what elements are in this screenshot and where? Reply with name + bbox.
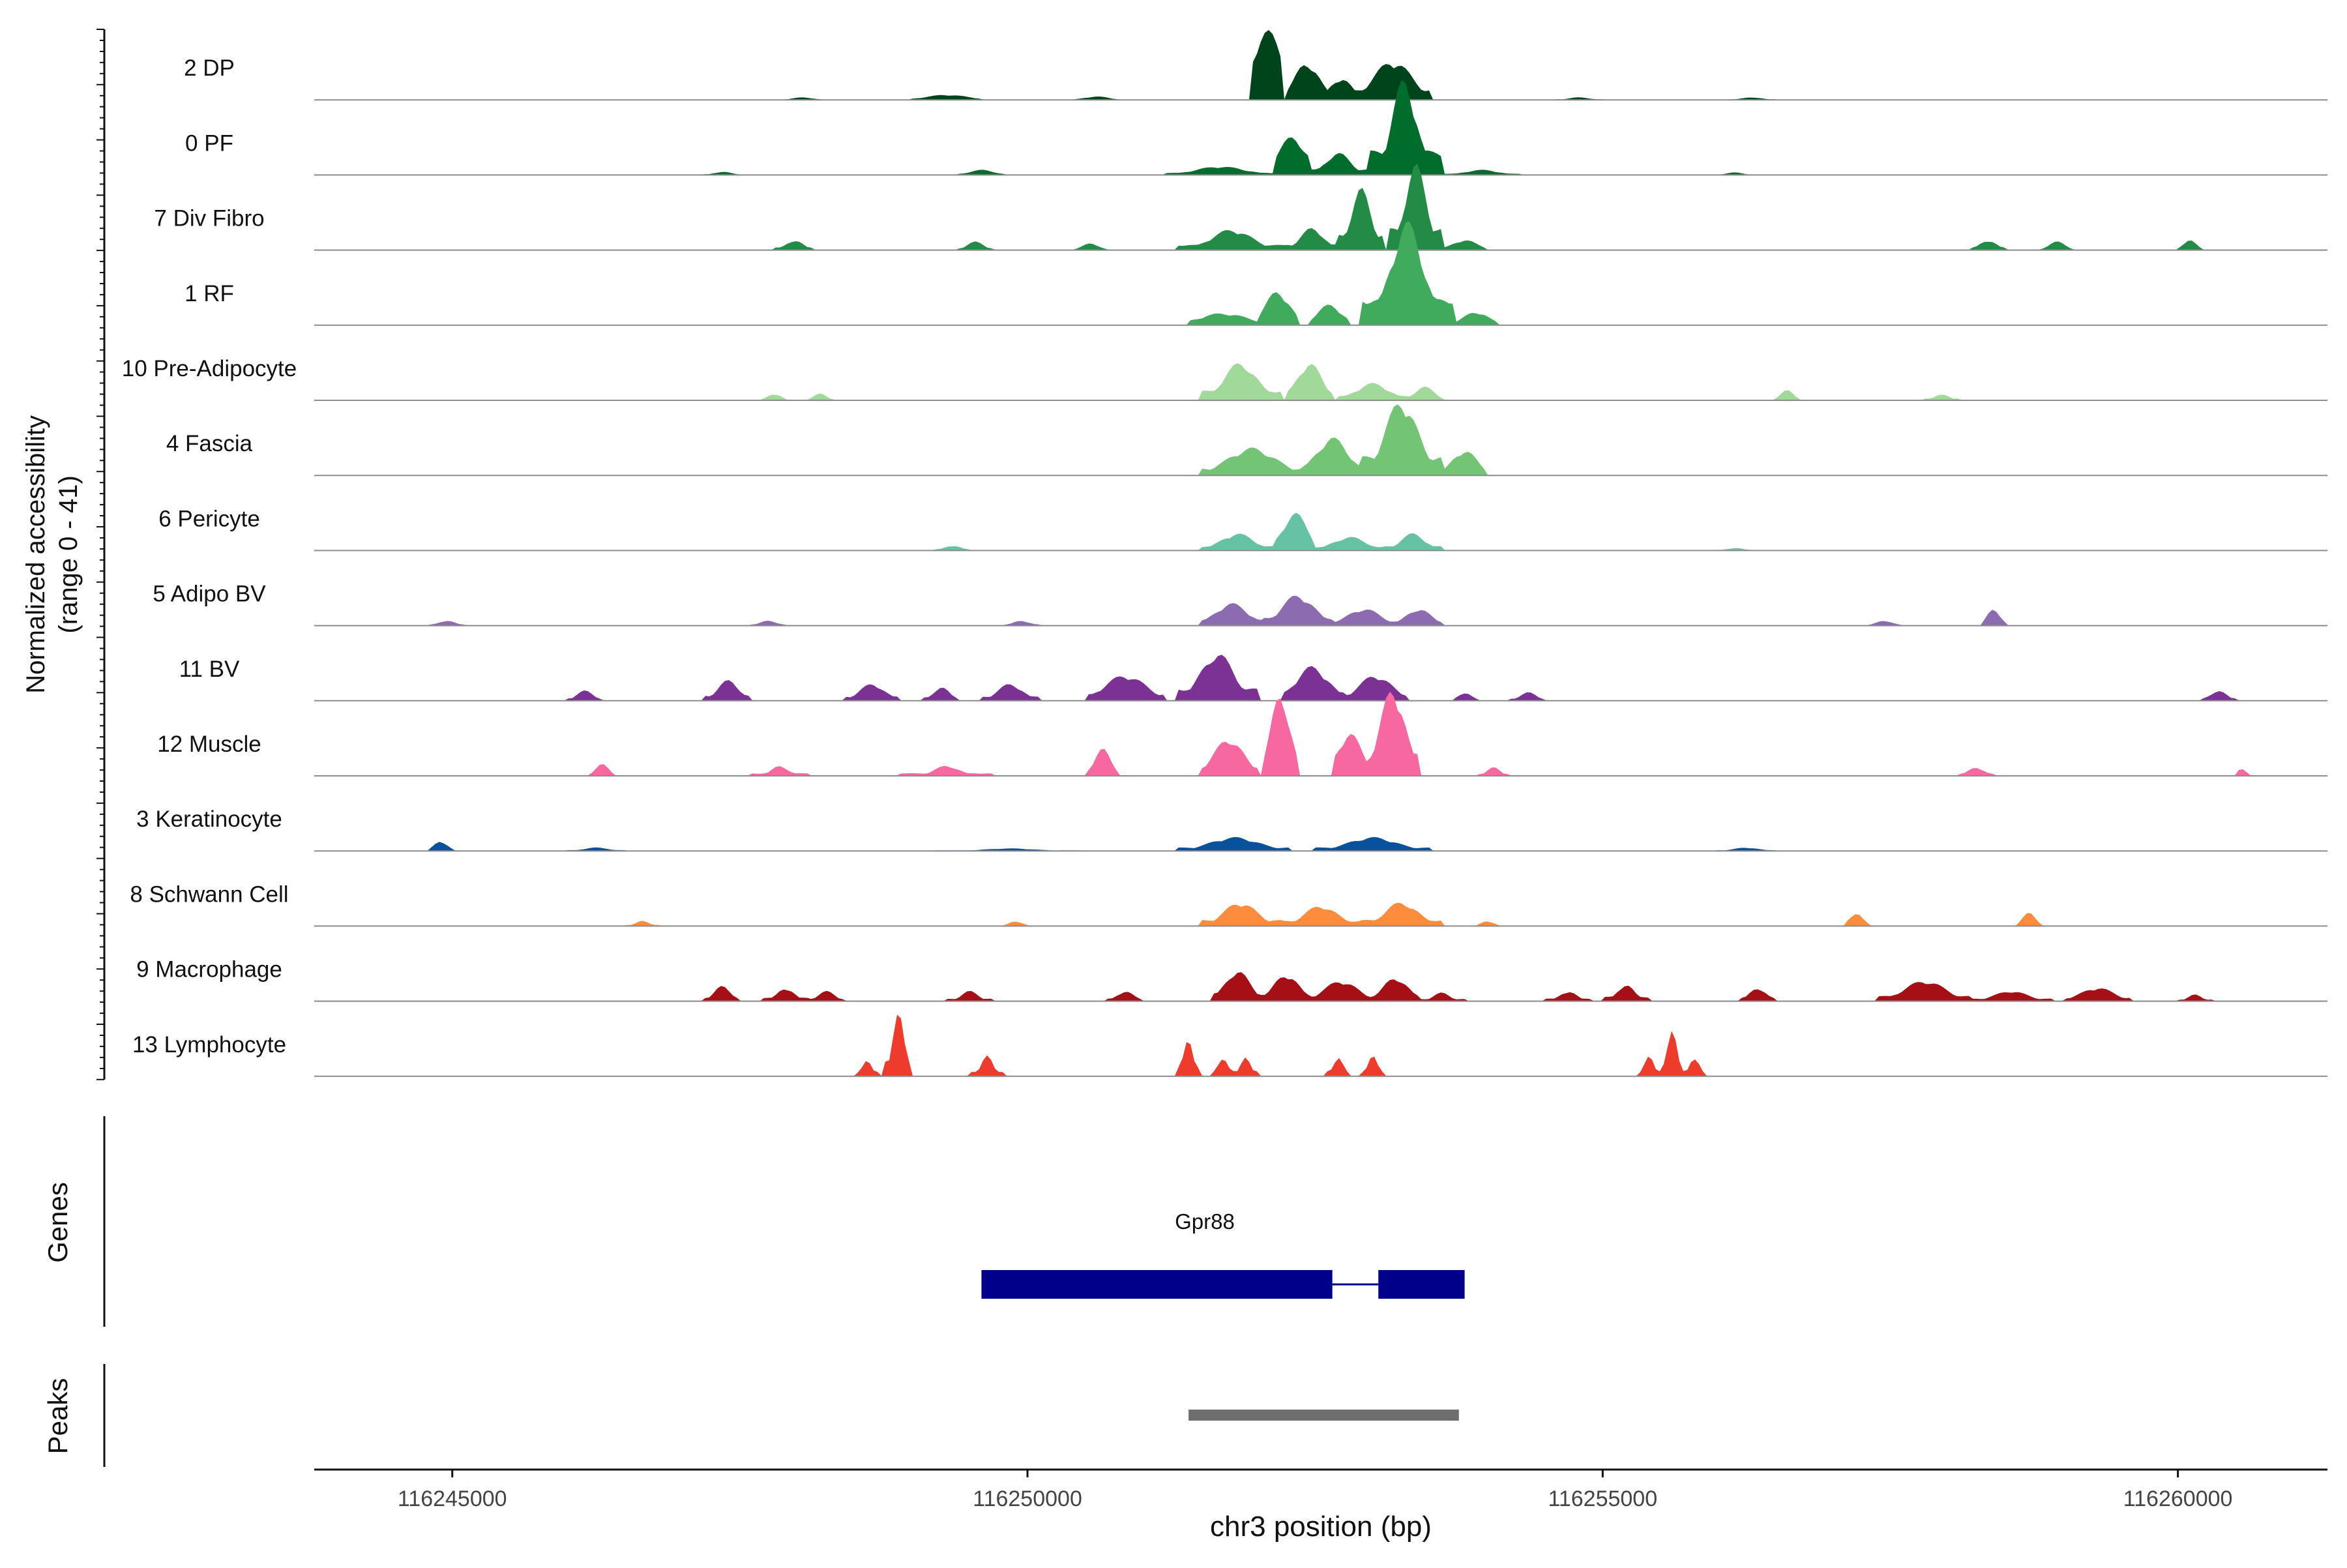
coverage-area-track-7 xyxy=(314,595,2327,626)
gene-exon-0 xyxy=(981,1270,1333,1299)
track-label: 7 Div Fibro xyxy=(154,206,264,231)
track-label: 3 Keratinocyte xyxy=(136,806,282,832)
x-tick-label: 116245000 xyxy=(398,1487,507,1511)
y-axis-title-line-1: Normalized accessibility xyxy=(22,415,50,694)
peaks-panel-label: Peaks xyxy=(42,1378,73,1455)
coverage-area-track-2 xyxy=(314,164,2327,250)
coverage-area-track-13 xyxy=(314,1014,2327,1076)
coverage-area-track-0 xyxy=(314,30,2327,100)
x-tick-label: 116255000 xyxy=(1548,1487,1657,1511)
coverage-area-track-6 xyxy=(314,512,2327,551)
coverage-area-track-11 xyxy=(314,902,2327,926)
track-label: 0 PF xyxy=(185,130,233,156)
track-label: 9 Macrophage xyxy=(136,957,282,983)
coverage-area-track-8 xyxy=(314,655,2327,701)
track-label: 1 RF xyxy=(185,281,234,306)
track-label: 11 BV xyxy=(179,657,240,682)
coverage-area-track-12 xyxy=(314,972,2327,1001)
peak-region-0 xyxy=(1188,1410,1459,1421)
coverage-area-track-9 xyxy=(314,691,2327,776)
genes-panel-label: Genes xyxy=(42,1182,73,1263)
track-label: 2 DP xyxy=(184,55,235,81)
coverage-area-track-5 xyxy=(314,404,2327,476)
track-label: 8 Schwann Cell xyxy=(130,881,288,907)
track-label: 6 Pericyte xyxy=(158,506,260,531)
y-axis-title-line-2: (range 0 - 41) xyxy=(54,475,83,633)
coverage-area-track-10 xyxy=(314,836,2327,851)
x-axis-title: chr3 position (bp) xyxy=(1210,1511,1432,1543)
track-label: 10 Pre-Adipocyte xyxy=(122,356,297,381)
gene-name-label: Gpr88 xyxy=(1175,1209,1235,1234)
x-tick-label: 116260000 xyxy=(2123,1487,2233,1511)
track-label: 5 Adipo BV xyxy=(153,582,266,607)
track-label: 12 Muscle xyxy=(157,732,261,757)
track-label: 13 Lymphocyte xyxy=(132,1032,286,1058)
x-tick-label: 116250000 xyxy=(973,1487,1082,1511)
gene-exon-1 xyxy=(1378,1270,1465,1299)
track-label: 4 Fascia xyxy=(166,431,253,456)
coverage-area-track-4 xyxy=(314,363,2327,400)
